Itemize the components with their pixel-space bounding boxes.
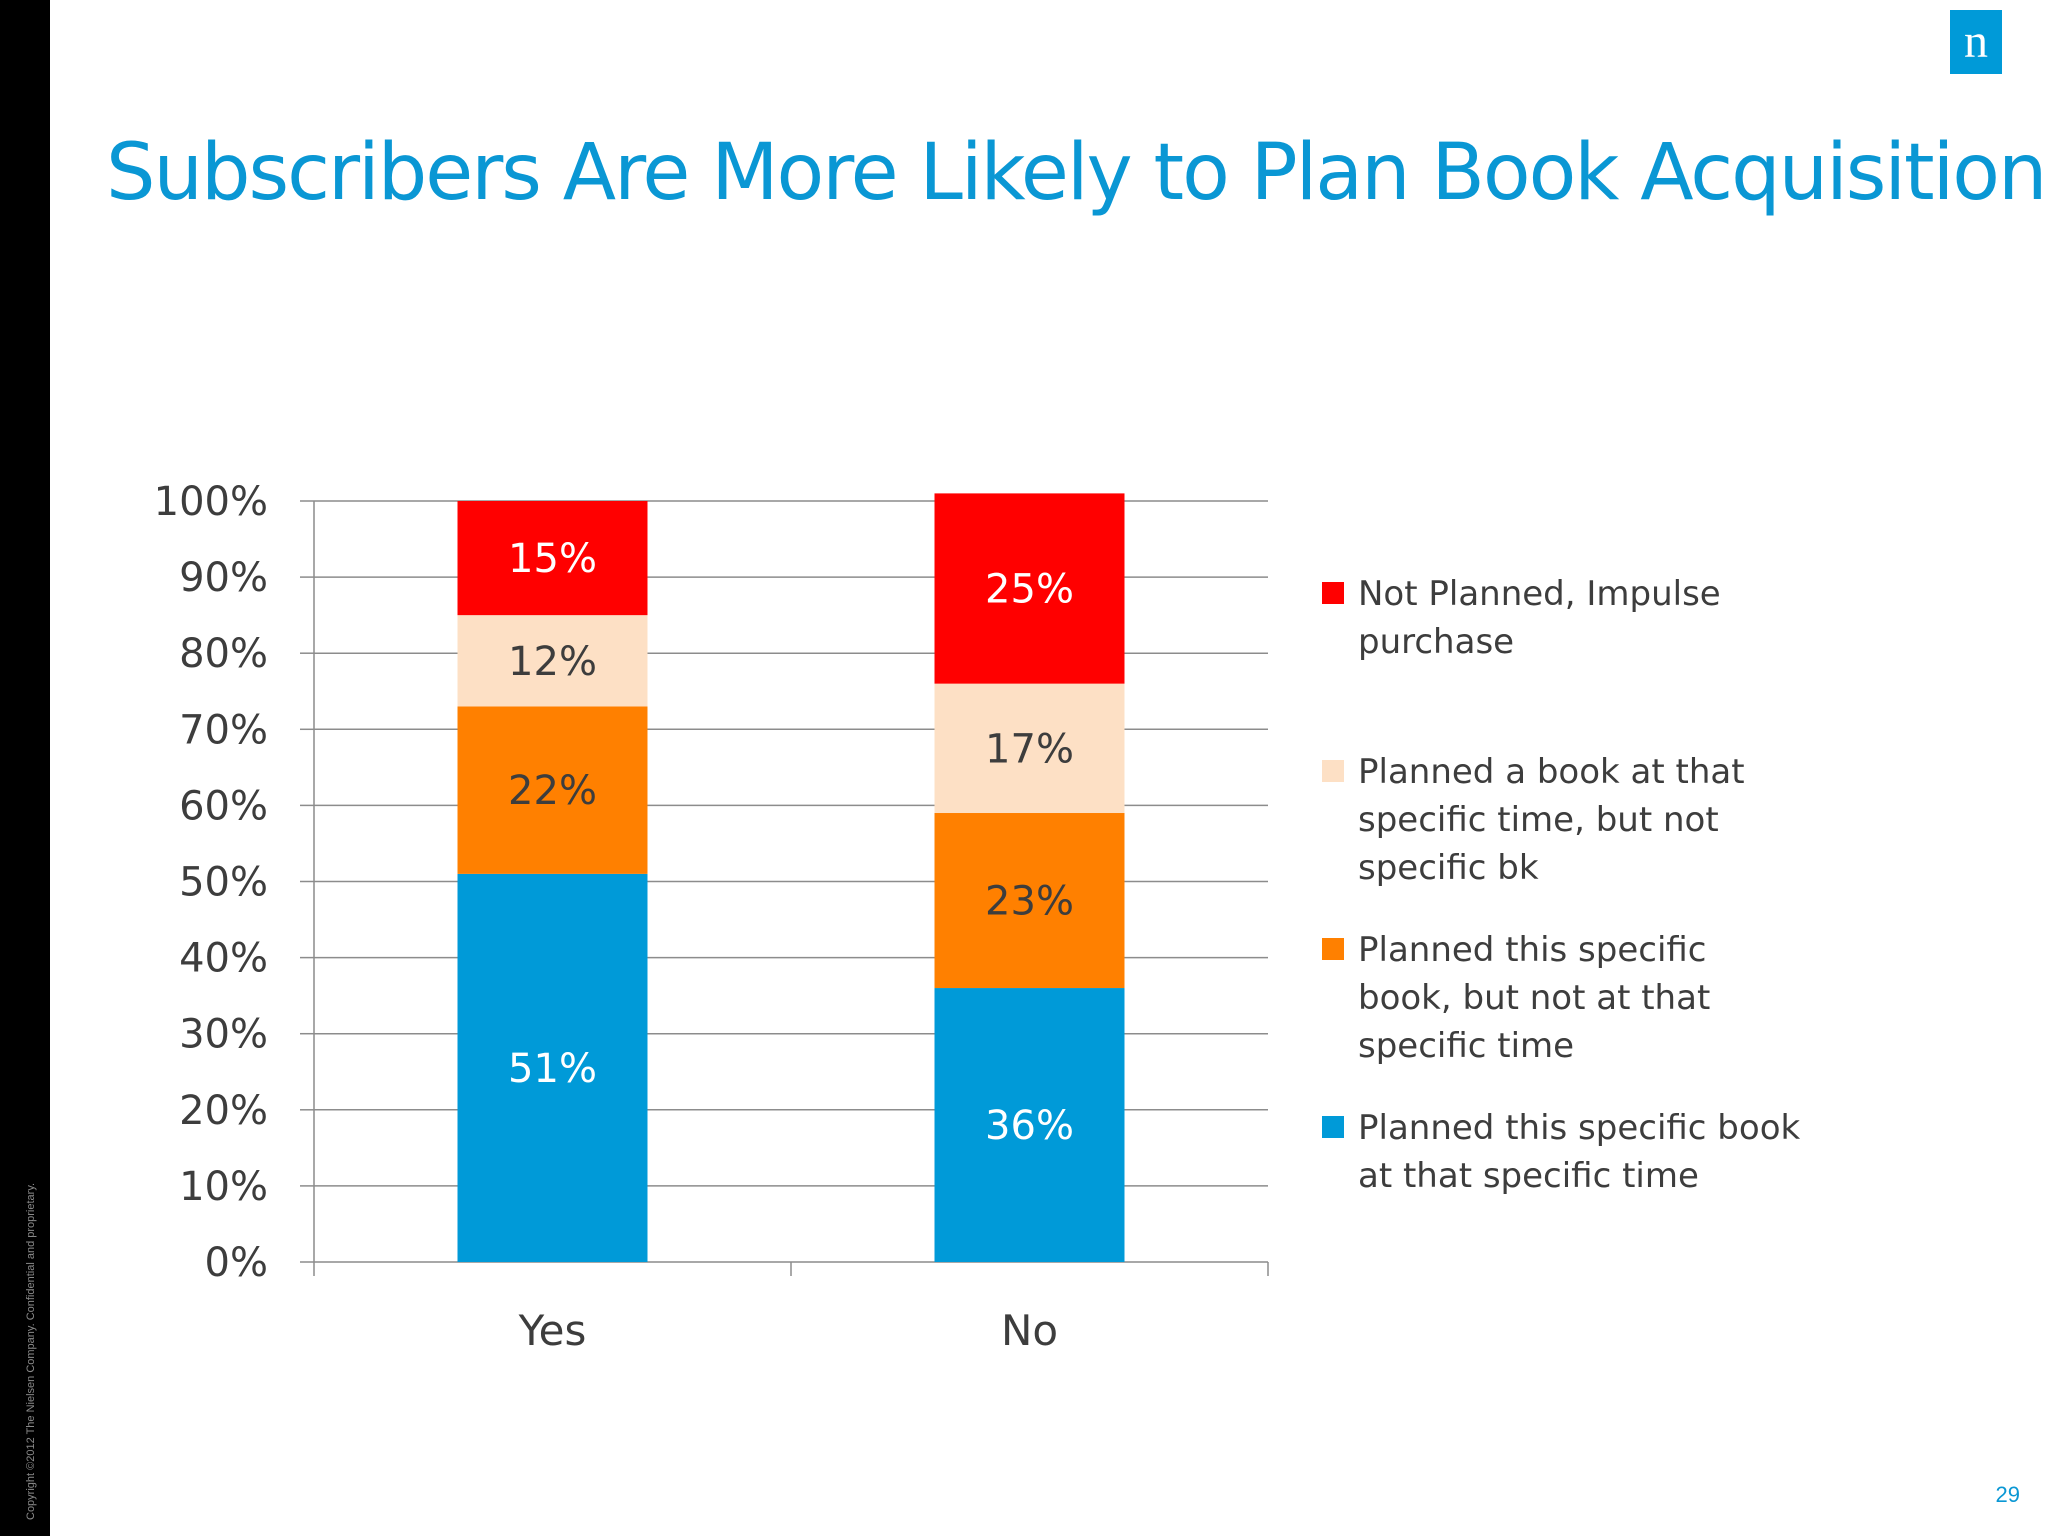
bar-segment [457, 706, 648, 874]
left-sidebar-bar [0, 0, 50, 1536]
data-label: 36% [985, 1103, 1074, 1149]
legend-swatch [1322, 1116, 1344, 1138]
y-tick-label: 40% [179, 936, 268, 982]
bar-segment [934, 683, 1125, 814]
y-tick-label: 0% [205, 1240, 268, 1286]
legend-label-line: purchase [1358, 622, 1514, 662]
page-number: 29 [1995, 1482, 2020, 1507]
legend-label-line: Planned a book at that [1358, 752, 1745, 792]
y-tick-label: 60% [179, 783, 268, 829]
legend-swatch [1322, 938, 1344, 960]
legend-label-line: specific time [1358, 1026, 1574, 1066]
page-title: Subscribers Are More Likely to Plan Book… [106, 128, 2047, 218]
legend-label-line: Planned this specific [1358, 930, 1707, 970]
bar-segment [934, 813, 1125, 989]
data-label: 25% [985, 567, 1074, 613]
grid-lines [314, 500, 1268, 1187]
legend-label: Planned this specific book at that specif… [1358, 1108, 1800, 1196]
y-tick-label: 80% [179, 631, 268, 677]
nielsen-logo-icon: n [1950, 10, 2002, 74]
legend-label-line: book, but not at that [1358, 978, 1710, 1018]
legend-label-line: Planned this specific book [1358, 1108, 1800, 1148]
bar-segment [457, 615, 648, 707]
x-category-label: Yes [518, 1306, 587, 1355]
data-label: 51% [508, 1046, 597, 1092]
data-label: 15% [508, 536, 597, 582]
y-tick-label: 100% [154, 479, 268, 525]
legend-label: Not Planned, Impulse purchase [1358, 574, 1721, 662]
y-tick-label: 10% [179, 1164, 268, 1210]
bar-segment [457, 873, 648, 1262]
legend-label: Planned this specific book, but not at th… [1358, 930, 1710, 1066]
y-tick-label: 50% [179, 860, 268, 906]
bars: 51% 22% 12% 15% 36% 23% 17% 25% [457, 493, 1125, 1262]
y-tick-label: 90% [179, 555, 268, 601]
legend-swatch [1322, 582, 1344, 604]
legend-swatch [1322, 760, 1344, 782]
data-label: 12% [508, 639, 597, 685]
y-tick-label: 20% [179, 1088, 268, 1134]
legend-label-line: at that specific time [1358, 1156, 1699, 1196]
bar-segment [934, 493, 1125, 684]
y-tick-label: 30% [179, 1012, 268, 1058]
data-label: 17% [985, 726, 1074, 772]
bar-segment [457, 501, 648, 616]
legend-label-line: Not Planned, Impulse [1358, 574, 1721, 614]
y-tick-label: 70% [179, 707, 268, 753]
legend: Not Planned, Impulse purchase Planned a bo… [1322, 574, 1800, 1196]
data-label: 23% [985, 879, 1074, 925]
data-label: 22% [508, 768, 597, 814]
legend-label-line: specific time, but not [1358, 800, 1719, 840]
legend-label: Planned a book at that specific time, but… [1358, 752, 1745, 888]
bar-segment [934, 988, 1125, 1262]
x-category-label: No [1001, 1306, 1058, 1355]
axes: 0% 10% 20% 30% 40% 50% 60% 70% 80% 90% 100% Yes No [154, 479, 1269, 1355]
legend-label-line: specific bk [1358, 848, 1539, 888]
